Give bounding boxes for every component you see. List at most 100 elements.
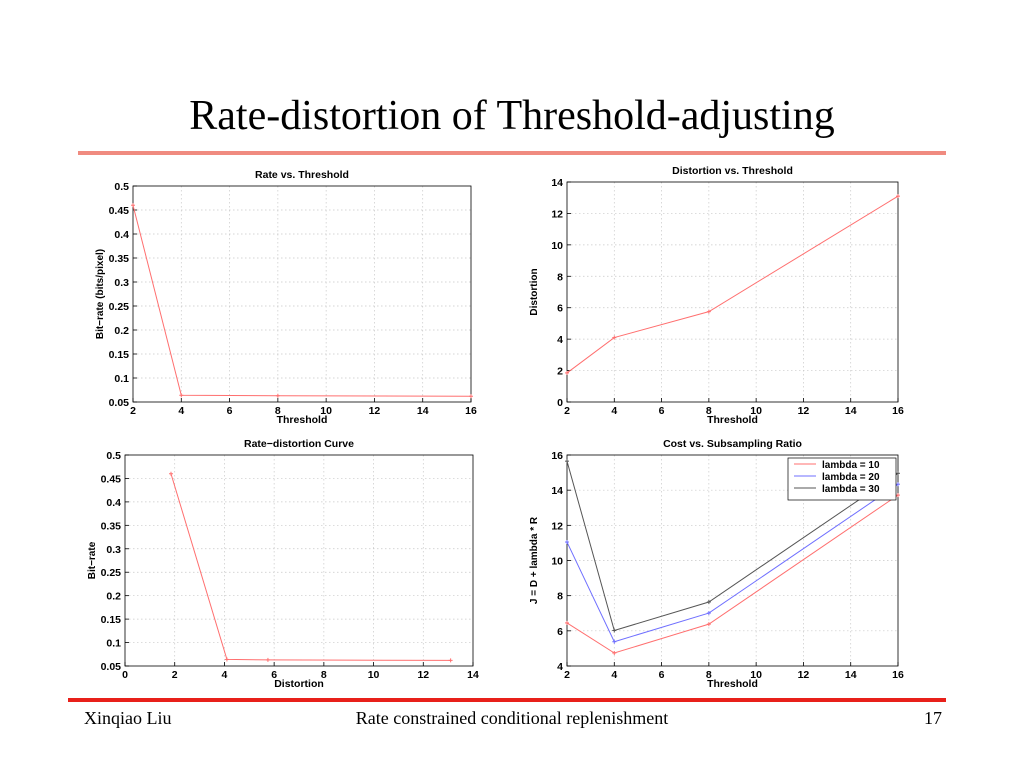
y-tick-label: 8 — [557, 271, 563, 283]
data-point — [448, 658, 453, 663]
y-tick-label: 0.1 — [114, 373, 129, 385]
x-tick-label: 16 — [892, 405, 904, 417]
title-rule — [78, 151, 946, 155]
data-point — [131, 203, 135, 208]
chart-title: Rate−distortion Curve — [244, 438, 354, 450]
x-tick-label: 4 — [611, 405, 617, 417]
y-tick-label: 0.3 — [114, 277, 129, 289]
x-tick-label: 8 — [321, 669, 327, 681]
data-point — [565, 540, 569, 545]
x-tick-label: 14 — [845, 405, 857, 417]
x-tick-label: 2 — [172, 669, 178, 681]
x-tick-label: 12 — [798, 669, 810, 681]
y-tick-label: 0.2 — [106, 591, 121, 603]
y-tick-label: 8 — [557, 591, 563, 603]
y-axis-label: Bit−rate (bits/pixel) — [95, 249, 106, 339]
y-tick-label: 0.5 — [114, 181, 129, 193]
legend-entry: lambda = 10 — [822, 460, 880, 471]
y-tick-label: 0.2 — [114, 325, 129, 337]
legend-entry: lambda = 30 — [822, 484, 880, 495]
x-tick-label: 8 — [706, 669, 712, 681]
data-point — [896, 493, 900, 498]
data-point — [612, 628, 617, 633]
x-tick-label: 12 — [369, 405, 381, 417]
x-tick-label: 10 — [750, 669, 762, 681]
data-point — [565, 459, 569, 464]
x-tick-label: 12 — [417, 669, 429, 681]
x-tick-label: 6 — [659, 669, 665, 681]
x-axis-label: Threshold — [277, 414, 328, 426]
data-point — [168, 471, 173, 476]
x-tick-label: 8 — [706, 405, 712, 417]
x-tick-label: 8 — [275, 405, 281, 417]
y-tick-label: 12 — [551, 208, 563, 220]
x-axis-label: Threshold — [707, 678, 758, 690]
y-axis-label: J = D + lambda * R — [529, 516, 540, 604]
y-tick-label: 0.05 — [109, 397, 130, 409]
y-tick-label: 0.45 — [109, 205, 130, 217]
plot-frame — [124, 454, 474, 667]
y-tick-label: 14 — [551, 177, 563, 189]
y-axis-label: Bit−rate — [87, 541, 98, 579]
x-tick-label: 16 — [892, 669, 904, 681]
x-tick-label: 10 — [368, 669, 380, 681]
y-tick-label: 6 — [557, 626, 563, 638]
y-tick-label: 16 — [551, 450, 563, 462]
data-point — [612, 650, 617, 655]
y-tick-label: 4 — [557, 334, 563, 346]
data-point — [565, 620, 569, 625]
y-tick-label: 0.1 — [106, 638, 121, 650]
data-point — [706, 599, 711, 604]
x-tick-label: 10 — [750, 405, 762, 417]
legend-entry: lambda = 20 — [822, 472, 880, 483]
x-tick-label: 14 — [845, 669, 857, 681]
data-point — [612, 639, 617, 644]
series-line — [566, 483, 899, 643]
slide-title: Rate-distortion of Threshold-adjusting — [189, 93, 835, 139]
y-tick-label: 14 — [551, 485, 563, 497]
data-point — [265, 657, 270, 662]
x-tick-label: 2 — [130, 405, 136, 417]
x-axis-label: Threshold — [707, 414, 758, 426]
y-tick-label: 0.15 — [101, 614, 122, 626]
page-number: 17 — [924, 708, 942, 728]
y-tick-label: 0 — [557, 397, 563, 409]
y-tick-label: 0.15 — [109, 349, 130, 361]
x-tick-label: 6 — [659, 405, 665, 417]
series-line — [566, 195, 899, 374]
x-tick-label: 12 — [798, 405, 810, 417]
y-tick-label: 6 — [557, 303, 563, 315]
y-tick-label: 0.05 — [101, 661, 122, 673]
x-tick-label: 4 — [222, 669, 228, 681]
chart-title: Cost vs. Subsampling Ratio — [663, 438, 802, 450]
y-tick-label: 2 — [557, 366, 563, 378]
data-point — [896, 471, 900, 476]
y-tick-label: 0.4 — [114, 229, 129, 241]
y-tick-label: 0.4 — [106, 497, 121, 509]
series-line — [170, 473, 451, 661]
x-tick-label: 4 — [178, 405, 184, 417]
x-axis-label: Distortion — [274, 678, 324, 690]
series-line — [132, 205, 472, 397]
data-point — [224, 657, 229, 662]
data-point — [179, 393, 184, 398]
data-point — [896, 194, 900, 199]
data-point — [565, 370, 569, 375]
rate-vs-threshold-chart: 2 4 6 8 10 12 14 16 0.05 0.1 0.15 0.2 0.25 0.3 0.35 0.4… — [95, 169, 477, 426]
footer-author: Xinqiao Liu — [84, 708, 172, 728]
y-tick-label: 0.5 — [106, 450, 121, 462]
chart-title: Rate vs. Threshold — [255, 169, 349, 181]
y-tick-label: 10 — [551, 240, 563, 252]
x-tick-label: 10 — [320, 405, 332, 417]
data-point — [706, 622, 711, 627]
y-tick-label: 10 — [551, 556, 563, 568]
y-tick-label: 0.25 — [109, 301, 130, 313]
series-line — [566, 494, 899, 654]
x-tick-label: 6 — [271, 669, 277, 681]
legend-box — [787, 457, 897, 501]
x-tick-label: 4 — [611, 669, 617, 681]
x-tick-label: 16 — [465, 405, 477, 417]
y-tick-label: 0.25 — [101, 567, 122, 579]
